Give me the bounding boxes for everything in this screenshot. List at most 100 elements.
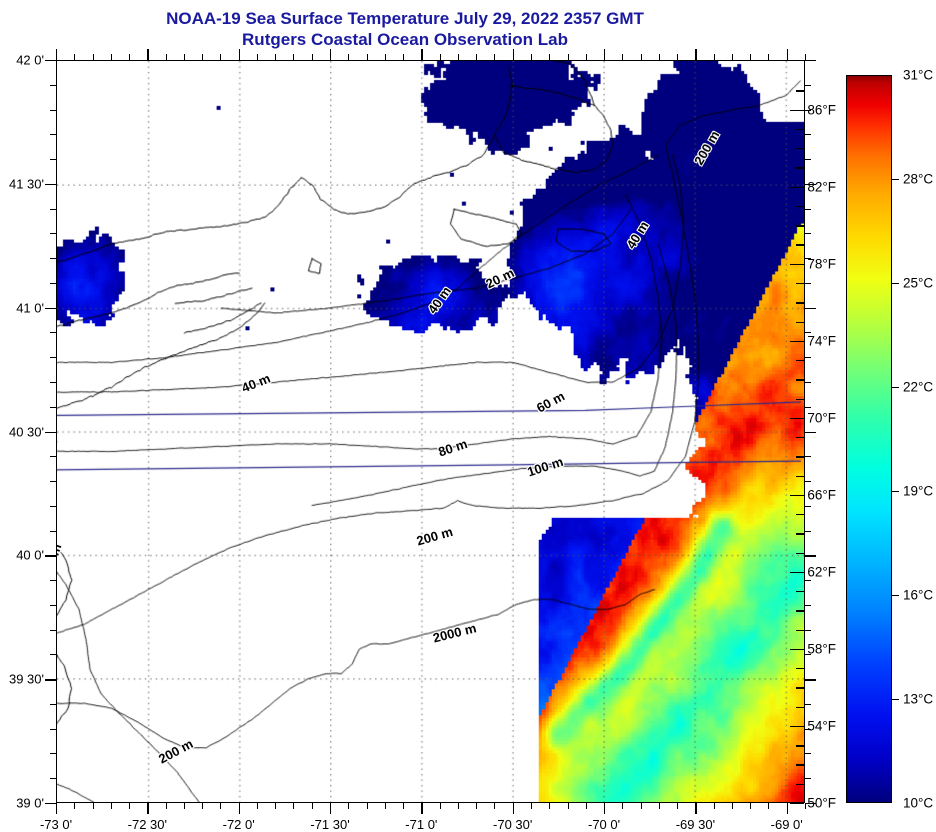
colorbar-celsius-tick — [892, 595, 899, 597]
x-minor-tick-top — [567, 54, 569, 60]
colorbar-fahrenheit-major-tick — [790, 725, 804, 728]
colorbar: 10°C 13°C 16°C 19°C 22°C 25°C 28°C 31°C 50°F 54°F… — [790, 68, 933, 811]
x-minor-tick-top — [622, 54, 624, 60]
y-minor-tick — [50, 84, 56, 86]
y-minor-tick — [50, 580, 56, 582]
y-major-tick-right — [805, 60, 816, 62]
y-major-tick — [45, 431, 56, 433]
colorbar-fahrenheit-minor-tick — [796, 90, 804, 92]
y-minor-tick — [50, 604, 56, 606]
x-minor-tick — [293, 803, 295, 809]
y-minor-tick-right — [805, 530, 811, 532]
x-axis-tick-label: -72 0' — [222, 817, 255, 832]
colorbar-fahrenheit-minor-tick — [796, 128, 804, 131]
y-major-tick-right — [805, 431, 816, 433]
x-minor-tick-top — [183, 54, 185, 60]
x-minor-tick — [476, 803, 478, 809]
y-minor-tick-right — [805, 109, 811, 111]
y-minor-tick — [50, 406, 56, 408]
x-minor-tick-top — [494, 54, 496, 60]
colorbar-fahrenheit-label: 50°F — [807, 795, 836, 811]
colorbar-fahrenheit-major-tick — [790, 803, 804, 805]
y-minor-tick-right — [805, 778, 811, 780]
x-minor-tick-top — [348, 54, 350, 60]
y-minor-tick-right — [805, 505, 811, 507]
y-minor-tick-right — [805, 159, 811, 161]
colorbar-fahrenheit-minor-tick — [796, 668, 804, 670]
colorbar-fahrenheit-label: 82°F — [807, 179, 836, 195]
x-minor-tick — [439, 803, 441, 809]
x-minor-tick — [457, 803, 459, 809]
colorbar-celsius-label: 13°C — [903, 691, 934, 707]
y-minor-tick-right — [805, 629, 811, 631]
x-minor-tick — [768, 803, 770, 809]
colorbar-celsius-label: 25°C — [903, 275, 934, 291]
y-axis-tick-label: 40 0' — [16, 547, 44, 563]
y-minor-tick — [50, 134, 56, 136]
x-minor-tick — [750, 803, 752, 809]
colorbar-celsius-tick — [892, 283, 899, 285]
y-minor-tick-right — [805, 282, 811, 284]
colorbar-fahrenheit-label: 70°F — [807, 410, 836, 426]
x-minor-tick-top — [366, 54, 368, 60]
x-major-tick-top — [695, 49, 697, 60]
x-axis-tick-label: -69 0' — [770, 817, 803, 832]
y-major-tick-right — [805, 803, 816, 805]
x-axis-tick-label: -71 30' — [310, 817, 350, 832]
y-minor-tick — [50, 481, 56, 483]
y-minor-tick-right — [805, 208, 811, 210]
y-minor-tick — [50, 233, 56, 235]
x-minor-tick-top — [403, 54, 405, 60]
x-minor-tick — [275, 803, 277, 809]
x-minor-tick — [348, 803, 350, 809]
colorbar-celsius-label: 22°C — [903, 379, 934, 395]
x-minor-tick — [92, 803, 94, 809]
x-major-tick — [238, 803, 241, 814]
x-minor-tick — [713, 803, 715, 809]
x-minor-tick — [585, 803, 587, 809]
x-axis-tick-label: -70 30' — [493, 817, 533, 832]
x-minor-tick — [640, 803, 642, 809]
x-minor-tick-top — [384, 54, 386, 60]
x-axis-tick-label: -73 0' — [39, 817, 73, 832]
colorbar-celsius-label: 16°C — [903, 587, 934, 603]
colorbar-celsius-tick — [892, 179, 899, 181]
y-major-tick — [45, 679, 56, 681]
x-minor-tick-top — [677, 54, 679, 60]
colorbar-fahrenheit-minor-tick — [796, 610, 804, 612]
y-major-tick-right — [805, 679, 816, 681]
x-major-tick-top — [604, 49, 606, 60]
colorbar-fahrenheit-label: 74°F — [807, 333, 836, 349]
x-major-tick — [421, 803, 423, 814]
colorbar-fahrenheit-minor-tick — [796, 321, 804, 323]
colorbar-fahrenheit-label: 66°F — [807, 487, 836, 503]
x-axis-tick-label: -71 0' — [405, 817, 438, 832]
y-minor-tick-right — [805, 332, 811, 334]
y-major-tick-right — [805, 555, 816, 557]
x-major-tick — [330, 803, 332, 814]
y-major-tick — [45, 60, 56, 62]
x-minor-tick-top — [110, 54, 112, 60]
colorbar-fahrenheit-minor-tick — [796, 205, 804, 208]
y-axis-tick-label: 41 30' — [8, 176, 44, 192]
colorbar-fahrenheit-minor-tick — [796, 552, 804, 554]
x-minor-tick — [494, 803, 496, 809]
x-minor-tick-top — [530, 54, 532, 60]
x-minor-tick — [165, 803, 167, 809]
y-minor-tick-right — [805, 134, 811, 136]
x-minor-tick-top — [750, 54, 752, 60]
y-minor-tick — [50, 357, 56, 359]
x-minor-tick — [129, 803, 131, 809]
x-minor-tick — [805, 803, 806, 809]
colorbar-celsius-label: 19°C — [903, 483, 934, 499]
colorbar-fahrenheit-minor-tick — [796, 225, 804, 227]
x-minor-tick-top — [74, 54, 76, 60]
y-axis-tick-label: 39 0' — [16, 795, 44, 811]
y-minor-tick-right — [805, 84, 811, 86]
x-major-tick — [147, 803, 149, 814]
x-minor-tick — [256, 803, 258, 809]
x-minor-tick-top — [165, 54, 167, 60]
chart-title-block: NOAA-19 Sea Surface Temperature July 29,… — [0, 8, 810, 50]
colorbar-fahrenheit-label: 86°F — [807, 102, 836, 118]
y-minor-tick-right — [805, 654, 811, 656]
